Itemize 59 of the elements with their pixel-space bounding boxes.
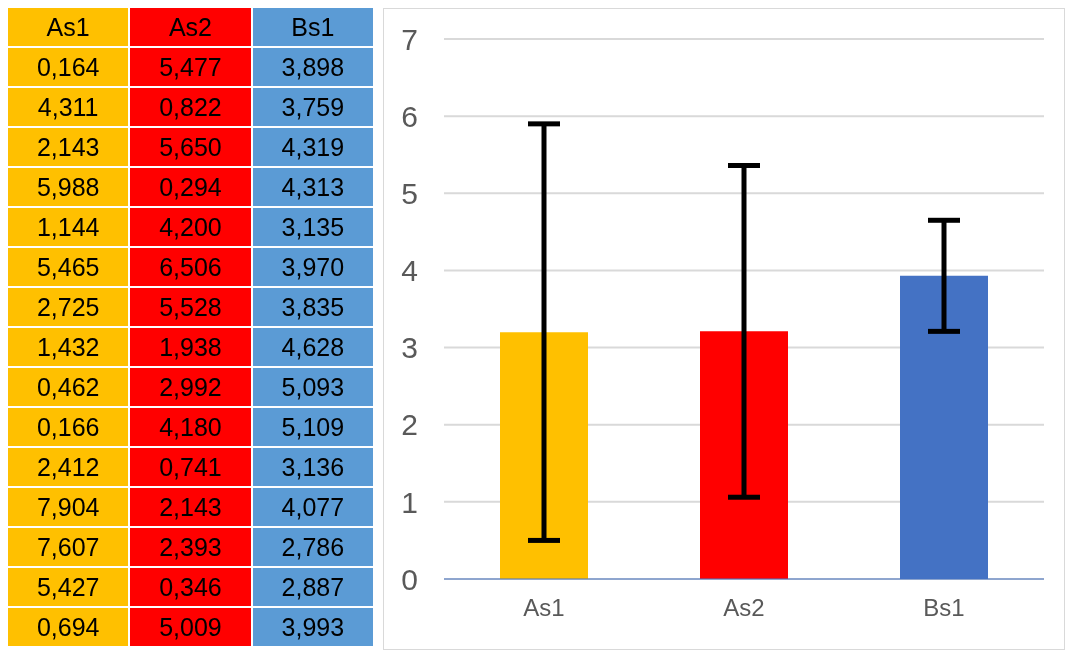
text: 2,393: [159, 533, 222, 561]
text: 7,607: [36, 533, 100, 561]
y-tick-label: 4: [401, 254, 418, 288]
text: 0,462: [36, 373, 100, 401]
text: 2,143: [36, 133, 100, 161]
text: 5,465: [36, 253, 100, 281]
y-tick-label: 6: [401, 99, 418, 133]
text: 4,628: [281, 333, 345, 361]
y-tick-label: 7: [401, 22, 418, 56]
text: 5,109: [281, 413, 345, 441]
text: 4,313: [281, 173, 345, 201]
text: 4,319: [281, 133, 345, 161]
x-tick-label: Bs1: [923, 594, 965, 622]
text: 2,887: [281, 573, 345, 601]
text: 0,694: [36, 613, 100, 641]
text: 3,135: [281, 213, 345, 241]
text: 0,164: [36, 53, 100, 81]
text: 0,822: [159, 93, 222, 121]
text: 2,143: [159, 493, 222, 521]
text: 4,311: [37, 93, 99, 121]
text: 1,938: [159, 333, 222, 361]
text: 5,427: [36, 573, 100, 601]
y-tick-label: 2: [401, 408, 418, 442]
y-tick-label: 3: [401, 331, 418, 365]
category-label: Bs1: [252, 8, 373, 46]
text: 4,077: [281, 493, 345, 521]
text: 5,009: [159, 613, 222, 641]
x-tick-label: As2: [723, 594, 765, 622]
text: 5,477: [159, 53, 222, 81]
text: 5,988: [36, 173, 100, 201]
text: 3,136: [281, 453, 345, 481]
y-tick-label: 1: [401, 485, 418, 519]
text: 3,993: [281, 613, 345, 641]
text: 5,650: [159, 133, 222, 161]
text: 3,759: [281, 93, 345, 121]
x-tick-label: As1: [523, 594, 565, 622]
y-tick-label: 0: [401, 562, 418, 596]
category-label: As1: [8, 8, 129, 46]
text: 1,432: [36, 333, 100, 361]
text: 1,144: [36, 213, 100, 241]
text: 4,200: [159, 213, 222, 241]
text: 4,180: [159, 413, 222, 441]
text: 0,346: [159, 573, 222, 601]
text: 6,506: [159, 253, 222, 281]
text: 0,166: [36, 413, 100, 441]
text: 2,786: [281, 533, 345, 561]
text: 3,835: [281, 293, 345, 321]
text: 3,970: [281, 253, 345, 281]
text: 2,725: [36, 293, 100, 321]
text: 5,528: [159, 293, 222, 321]
y-tick-label: 5: [401, 176, 418, 210]
text: 0,741: [159, 453, 222, 481]
text: 2,412: [36, 453, 100, 481]
text: 7,904: [36, 493, 100, 521]
text: 0,294: [159, 173, 222, 201]
text: 2,992: [159, 373, 222, 401]
text: 3,898: [281, 53, 345, 81]
category-label: As2: [130, 8, 251, 46]
text: 5,093: [281, 373, 345, 401]
